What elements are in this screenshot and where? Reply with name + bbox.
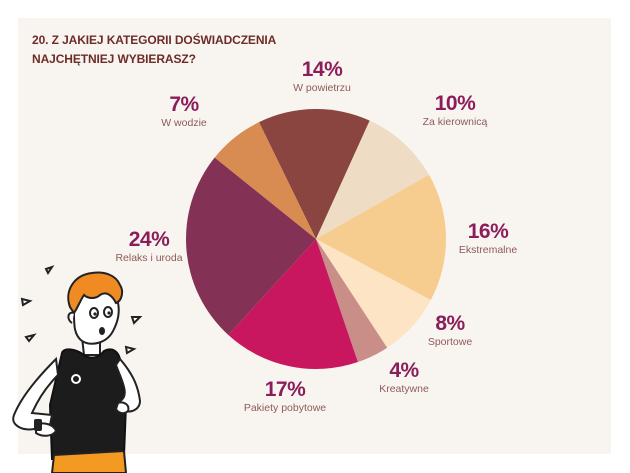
pie-labels: 14%W powietrzu 10%Za kierownicą 16%Ekstrem…	[115, 58, 517, 414]
chart-title: 20. Z JAKIEJ KATEGORII DOŚWIADCZENIA NAJ…	[32, 33, 277, 66]
slice-percent-label: 14%	[302, 58, 343, 81]
pie-slice-7	[214, 122, 316, 239]
pie-slices	[186, 109, 446, 369]
pie-slice-3	[316, 239, 431, 348]
surprised-person-illustration	[12, 265, 143, 473]
slice-category-label: W powietrzu	[293, 82, 351, 94]
slice-category-label: W wodzie	[161, 117, 207, 129]
pie-slice-6	[186, 157, 316, 335]
pie-slice-5	[228, 239, 358, 369]
slice-percent-label: 17%	[265, 378, 306, 401]
slice-percent-label: 24%	[129, 228, 170, 251]
pie-slice-1	[316, 120, 430, 239]
pie-slice-2	[316, 174, 446, 301]
slice-category-label: Sportowe	[428, 336, 473, 348]
slice-category-label: Kreatywne	[379, 383, 429, 395]
slice-percent-label: 7%	[169, 93, 199, 116]
slice-percent-label: 16%	[468, 220, 509, 243]
pie-slice-0	[259, 109, 370, 239]
slice-category-label: Ekstremalne	[459, 244, 518, 256]
slice-percent-label: 10%	[435, 92, 476, 115]
slice-percent-label: 8%	[435, 312, 465, 335]
slice-category-label: Za kierownicą	[423, 116, 488, 128]
slice-percent-label: 4%	[389, 359, 419, 382]
pie-slice-4	[316, 239, 388, 363]
slice-category-label: Pakiety pobytowe	[244, 402, 326, 414]
slice-category-label: Relaks i uroda	[115, 252, 182, 264]
